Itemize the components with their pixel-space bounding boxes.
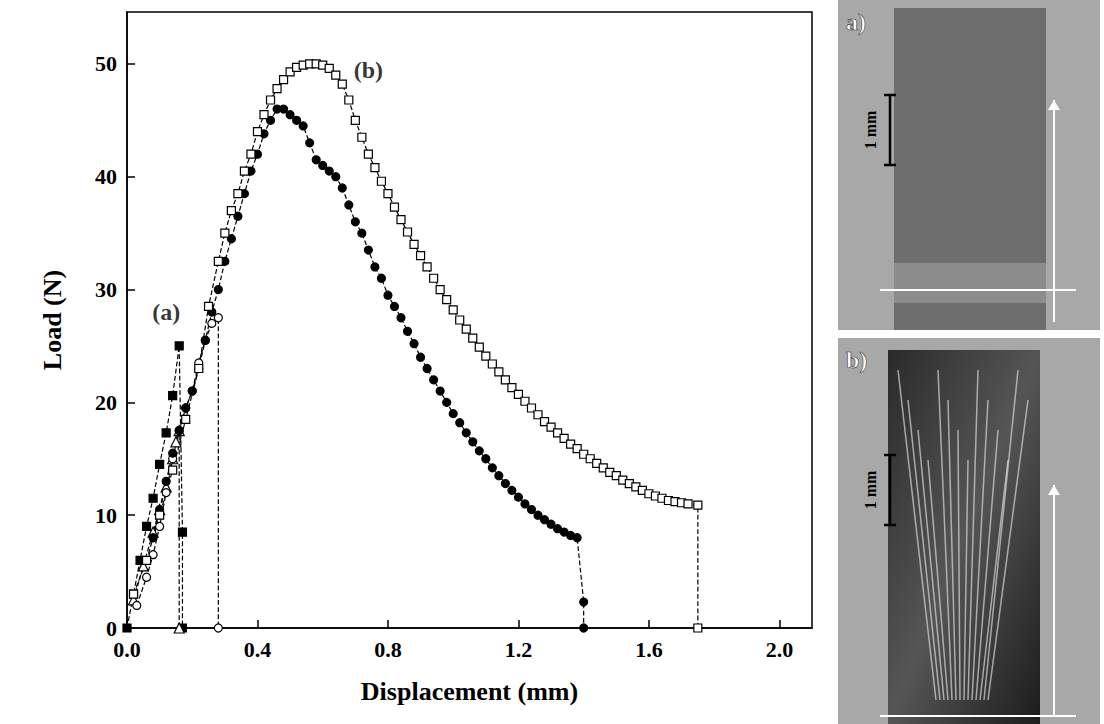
svg-text:50: 50	[95, 51, 117, 76]
svg-text:1 mm: 1 mm	[862, 470, 879, 509]
svg-text:0.4: 0.4	[244, 637, 272, 662]
svg-text:30: 30	[95, 277, 117, 302]
svg-text:Load (N): Load (N)	[38, 270, 67, 370]
svg-text:0.8: 0.8	[374, 637, 402, 662]
svg-text:0: 0	[106, 615, 117, 641]
svg-text:(b): (b)	[354, 57, 383, 83]
svg-text:Displacement (mm): Displacement (mm)	[361, 677, 578, 706]
svg-text:b): b)	[846, 347, 867, 373]
svg-text:40: 40	[95, 164, 117, 189]
svg-text:10: 10	[95, 503, 117, 528]
svg-text:2.0: 2.0	[766, 637, 794, 662]
svg-text:1 mm: 1 mm	[862, 110, 879, 149]
svg-text:1.2: 1.2	[505, 637, 533, 662]
svg-text:1.6: 1.6	[635, 637, 663, 662]
svg-text:0.0: 0.0	[113, 637, 141, 662]
svg-text:(a): (a)	[152, 299, 180, 325]
svg-text:20: 20	[95, 390, 117, 415]
svg-text:a): a)	[846, 9, 866, 35]
